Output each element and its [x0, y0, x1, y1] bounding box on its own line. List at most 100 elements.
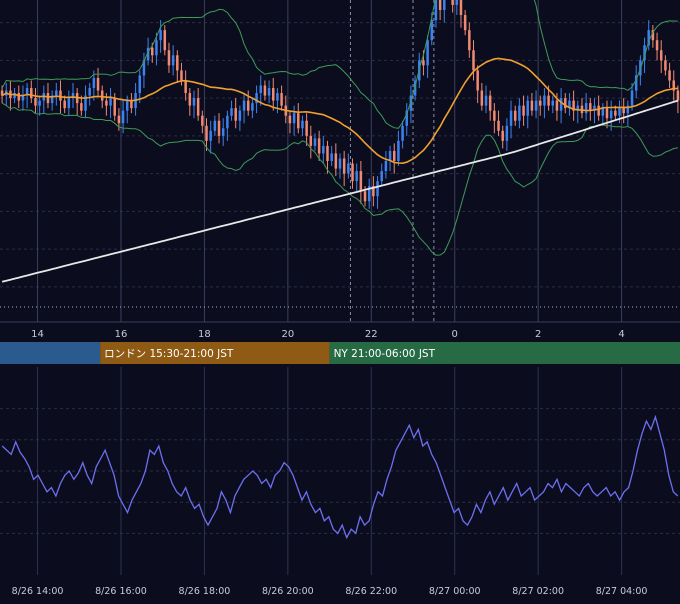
candle — [488, 90, 492, 121]
candle-body — [397, 140, 400, 161]
candle — [559, 88, 563, 124]
candle-body — [401, 125, 404, 141]
candle — [509, 100, 513, 139]
candle-body — [80, 103, 83, 111]
candle — [472, 40, 475, 81]
candle — [593, 98, 596, 124]
candle — [63, 95, 66, 114]
candle-body — [322, 145, 325, 154]
candle-body — [501, 130, 504, 141]
candle-body — [668, 70, 671, 81]
session-band — [100, 342, 330, 364]
candle — [309, 125, 313, 159]
candle — [280, 85, 283, 111]
candle-body — [463, 15, 467, 31]
candle-body — [21, 95, 25, 101]
candle-body — [455, 0, 459, 5]
candle — [392, 143, 396, 174]
candle — [651, 25, 655, 48]
x-tick-label: 8/27 02:00 — [512, 586, 564, 597]
candle — [522, 95, 525, 126]
candle-body — [246, 100, 250, 111]
x-tick-label: 8/26 18:00 — [179, 586, 231, 597]
candle-body — [17, 93, 21, 101]
candle — [342, 150, 346, 187]
candle — [234, 98, 237, 129]
x-tick-label: 20 — [281, 329, 294, 340]
candle — [543, 88, 546, 119]
candle — [242, 93, 246, 124]
candle-body — [359, 171, 363, 192]
candle-body — [84, 95, 87, 111]
candle — [176, 50, 179, 83]
candle — [443, 0, 446, 23]
candle — [526, 95, 529, 129]
candle-body — [589, 103, 592, 111]
candle — [438, 0, 442, 21]
candle-body — [25, 88, 29, 96]
candle-body — [113, 98, 116, 116]
candle-body — [130, 100, 133, 109]
candle-body — [438, 0, 442, 10]
candle — [221, 118, 225, 146]
candle — [534, 90, 538, 119]
candle — [138, 70, 142, 104]
candle-body — [426, 40, 429, 66]
candle-body — [117, 115, 121, 124]
candle-body — [655, 40, 659, 51]
candle — [180, 62, 183, 86]
candle-body — [513, 110, 517, 121]
oscillator-x-ticks: 8/26 14:00 8/26 16:00 8/26 18:00 8/26 20:00… — [12, 586, 648, 597]
candle-body — [105, 100, 108, 106]
candle-body — [242, 100, 246, 111]
candle — [463, 10, 467, 36]
candle-body — [468, 30, 471, 51]
oscillator-line — [1, 414, 679, 540]
candle-body — [334, 153, 338, 169]
candle — [384, 150, 388, 179]
candle-body — [659, 50, 663, 61]
candle-body — [664, 60, 667, 71]
candle — [130, 93, 133, 114]
candle-body — [526, 100, 529, 116]
candle-body — [142, 60, 146, 76]
candle-body — [443, 0, 446, 10]
candle — [297, 103, 300, 134]
candle — [288, 110, 292, 134]
candle-body — [188, 93, 192, 106]
candle — [330, 145, 333, 167]
candle-body — [280, 93, 283, 106]
candle-body — [593, 105, 596, 111]
candle — [468, 22, 471, 58]
candle-body — [534, 100, 538, 111]
candle-body — [50, 95, 54, 104]
candle — [13, 88, 16, 104]
candle-body — [313, 138, 317, 146]
candle-body — [643, 45, 646, 61]
candle — [647, 20, 650, 51]
candle — [155, 32, 158, 66]
candle — [92, 70, 96, 101]
candle-body — [276, 93, 279, 101]
candle-body — [647, 30, 650, 46]
candle-body — [422, 60, 425, 66]
candle-body — [630, 90, 634, 106]
candle-body — [201, 115, 204, 126]
candle-body — [55, 90, 58, 96]
candle-body — [351, 163, 354, 182]
candle-body — [159, 30, 162, 41]
candle — [451, 0, 454, 13]
candle — [326, 140, 329, 174]
candle — [226, 110, 229, 141]
candle — [538, 95, 542, 116]
candle-body — [330, 153, 333, 161]
candle-body — [196, 98, 200, 116]
x-tick-label: 14 — [31, 329, 44, 340]
candle — [184, 70, 187, 101]
candle — [338, 153, 342, 179]
candle-body — [163, 30, 167, 51]
candle — [401, 120, 404, 149]
candle — [505, 118, 509, 151]
